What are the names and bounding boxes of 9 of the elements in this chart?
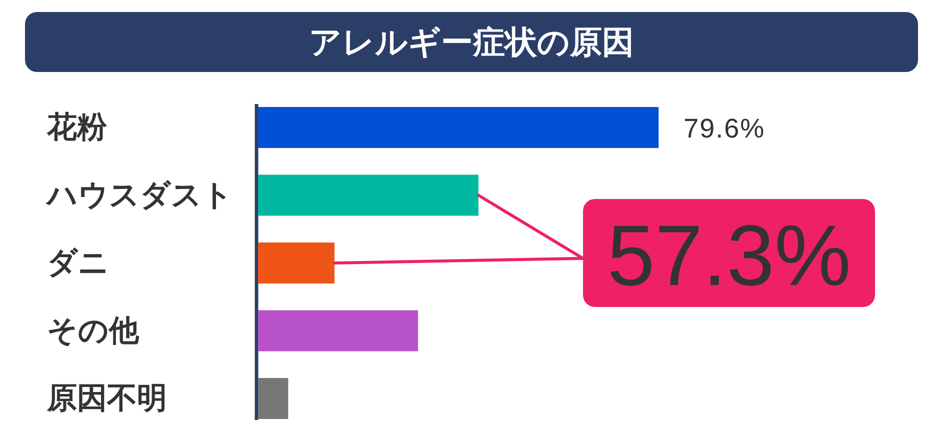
chart-title: アレルギー症状の原因 bbox=[309, 24, 634, 60]
title: アレルギー症状の原因 bbox=[25, 12, 918, 72]
annotation: 57.3% bbox=[607, 208, 851, 304]
value-label: 79.6% bbox=[684, 114, 766, 144]
category-label: ハウスダスト bbox=[47, 178, 233, 212]
category-label: ダニ bbox=[47, 246, 109, 280]
category-label: その他 bbox=[47, 314, 139, 348]
category-label: 花粉 bbox=[47, 111, 107, 144]
category-label: 原因不明 bbox=[47, 382, 167, 415]
